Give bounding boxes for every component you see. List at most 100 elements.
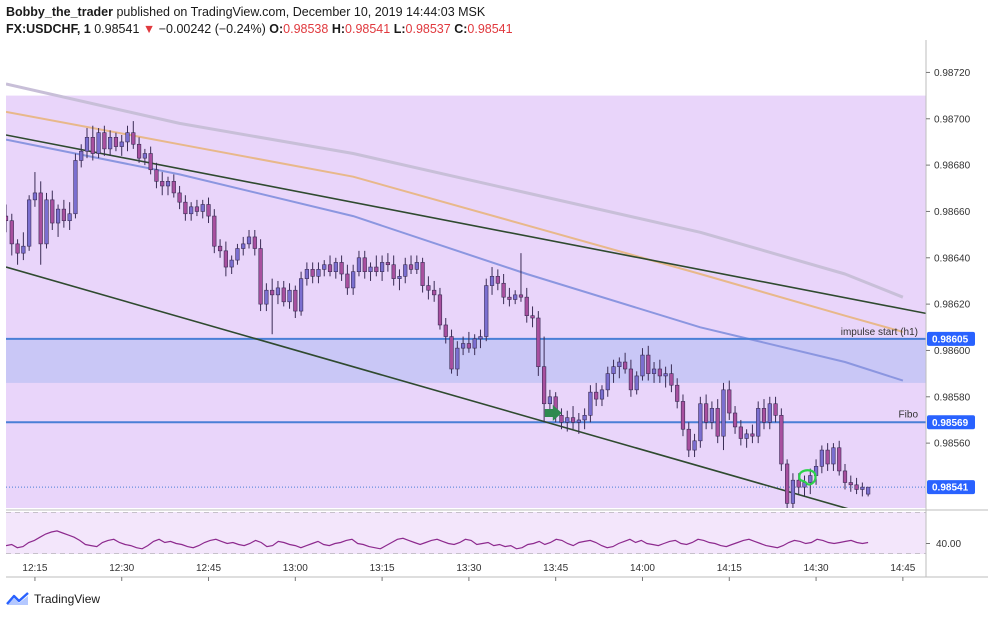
candle [6,204,9,233]
candle-body-up [108,137,113,150]
candle [148,146,153,175]
candle [50,190,55,230]
price-tag-box [927,480,975,495]
candle-body-down [623,361,628,370]
arrow-right-icon [544,405,562,422]
price-tag-box [927,415,975,430]
candle [67,202,72,230]
candle [744,429,749,448]
candle [466,331,471,353]
channel-lower-line [6,266,849,508]
tradingview-brand[interactable]: TradingView [34,592,101,606]
y-tick-label: 0.98640 [934,253,971,264]
candle [860,482,865,497]
candle [362,250,367,279]
candle-body-down [518,294,524,298]
candle [281,280,286,307]
candle-body-down [750,433,755,437]
candle [102,125,107,156]
candle [194,199,200,217]
candle [32,172,38,207]
candle [831,443,836,471]
candle-body-up [588,391,593,416]
green-circle-annotation [798,469,817,486]
candle-body-down [293,289,298,312]
annotation-impulse-start: impulse start (h1) [841,327,918,338]
candle-body-down [704,403,709,423]
candle [27,195,32,251]
candle-body-down [148,153,153,171]
candle [229,255,234,274]
candle-body-up [709,408,715,423]
candle [732,406,738,434]
candle [582,408,587,430]
candle-body-down [327,264,333,272]
author-name[interactable]: Bobby_the_trader [6,5,113,19]
candle [298,271,304,316]
candle-body-down [507,296,512,300]
candle [692,433,697,458]
candle [432,280,437,302]
candle-body-down [252,236,257,249]
candle [854,477,859,495]
candle [154,162,159,189]
candle-body-up [565,417,570,423]
candle [160,172,165,196]
candle-body-down [310,269,315,277]
candle [293,285,298,319]
candle [177,185,182,210]
candle-body-up [55,208,61,224]
candle [136,137,142,163]
candle [223,241,228,277]
last-price: 0.98541 [94,22,140,36]
candle [443,318,448,344]
symbol-label[interactable]: FX:USDCHF, 1 [6,22,91,36]
price-tag: 0.98605 [927,331,975,346]
candle-body-up [200,204,205,212]
candle [576,413,581,434]
candle-body-up [461,343,466,349]
candle [669,364,674,393]
candle-body-down [374,266,379,272]
candle-body-up [663,373,668,377]
candle-body-down [669,373,674,386]
candle [640,348,645,381]
candle [414,255,419,274]
candle-body-up [44,199,49,245]
candle [258,239,263,312]
candle [785,459,790,508]
candle [287,283,292,309]
candle [368,262,373,281]
candle-body-down [177,192,182,203]
candle [142,148,147,166]
footer: TradingView [6,592,100,606]
candle-body-up [298,278,304,312]
x-tick-label: 13:30 [456,563,481,574]
candle-body-down [559,415,564,423]
candle [327,255,333,277]
candle-body-up [304,269,309,279]
candle [524,287,529,323]
y-tick-label: 0.98720 [934,68,971,79]
candle [623,352,628,374]
candle [339,255,344,281]
candle [455,341,460,376]
candle-body-up [84,137,90,152]
candle [21,232,26,261]
candle-body-up [67,213,72,222]
candle [44,192,49,249]
low-value: 0.98537 [405,22,451,36]
candle-body-down [443,324,448,337]
candle-body-up [73,160,78,215]
candle [594,382,599,407]
candle [119,134,124,156]
candle [385,253,390,272]
y-tick-label: 0.98700 [934,114,971,125]
high-label: H: [331,22,346,36]
candle-body-up [125,132,130,143]
candle-body-down [113,137,119,147]
candle-body-down [61,208,66,222]
candle-body-up [235,248,240,261]
candle-body-down [281,287,286,303]
